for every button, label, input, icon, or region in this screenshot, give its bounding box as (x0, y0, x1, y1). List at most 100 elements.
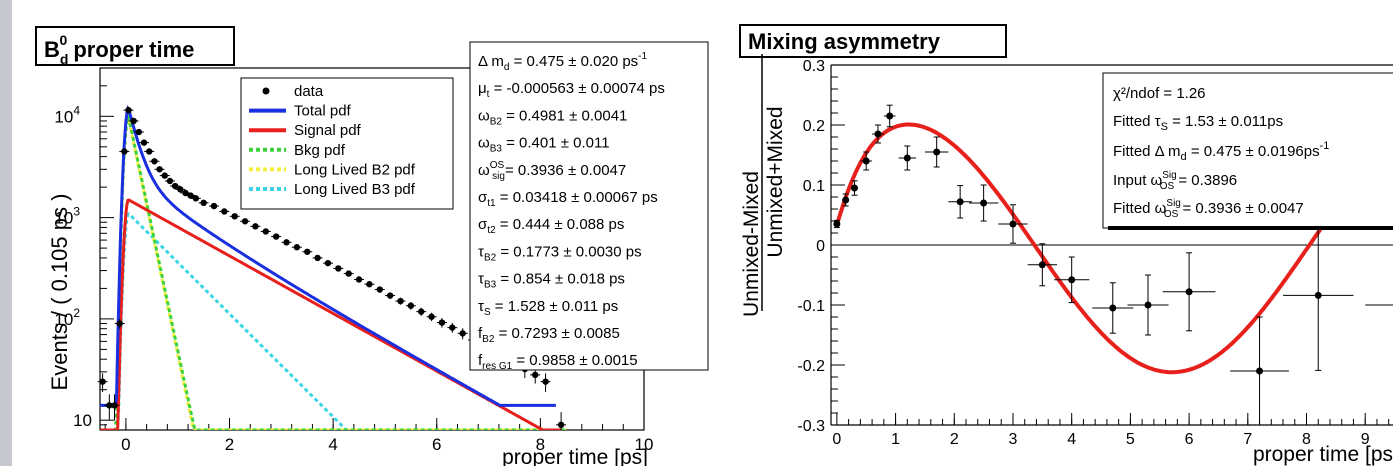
data-point (542, 378, 549, 385)
data-point (166, 177, 174, 185)
left-title-box (35, 26, 235, 66)
asym-data-point (1038, 261, 1046, 269)
x-tick-label: 0 (121, 435, 130, 454)
parameter-line: τB3 = 0.854 ± 0.018 ps (478, 271, 625, 291)
mixing-asymmetry-panel: Mixing asymmetry Unmixed-Mixed Unmixed+M… (739, 24, 1393, 466)
left-y-axis-label: Events / ( 0.105 ps ) (47, 194, 72, 391)
data-point (532, 371, 539, 379)
legend-label: Long Lived B2 pdf (294, 161, 416, 178)
x-tick-label: 6 (1185, 431, 1194, 448)
y-tick-label: 0.3 (803, 58, 825, 75)
data-point (231, 213, 238, 220)
right-y-label-numerator: Unmixed-Mixed (740, 171, 763, 317)
asym-data-point (1068, 276, 1076, 284)
x-tick-label: 4 (1067, 431, 1076, 448)
left-pdf-curves (100, 104, 567, 430)
data-point (335, 265, 342, 272)
data-point (210, 202, 218, 210)
asym-data-point (833, 220, 841, 228)
data-point (140, 139, 148, 146)
data-point (252, 223, 259, 230)
legend-label: Long Lived B3 pdf (294, 181, 416, 198)
legend-label: Signal pdf (294, 122, 362, 139)
asym-data-point (842, 196, 850, 204)
asym-data-point (1314, 291, 1322, 299)
data-point (293, 244, 301, 251)
asym-data-point (1185, 288, 1193, 296)
stats-chi2: χ²/ndof = 1.26 (1113, 85, 1206, 102)
asym-data-point (933, 148, 941, 156)
fit-stats-shadow (1108, 226, 1393, 230)
data-point (557, 421, 565, 429)
data-point (111, 402, 118, 409)
right-title: Mixing asymmetry (748, 29, 941, 54)
right-title-box (739, 24, 1007, 58)
right-axis-ticks: 0 1 2 3 4 5 6 7 8 9 -0.3 -0.2 -0.1 0 0.1 0.2 0.3 (797, 58, 1390, 448)
data-point (221, 208, 228, 215)
parameter-line: fres G1 = 0.9858 ± 0.0015 (478, 352, 638, 372)
x-tick-label: 2 (950, 431, 959, 448)
x-tick-label: 3 (1009, 431, 1018, 448)
data-point (449, 324, 456, 331)
y-tick-label: -0.2 (797, 358, 825, 375)
right-y-label-denominator: Unmixed+Mixed (764, 106, 787, 257)
total-pdf-curve (100, 104, 556, 407)
data-point (386, 292, 394, 299)
data-point (314, 254, 321, 262)
x-tick-label: 9 (1361, 431, 1370, 448)
x-tick-label: 1 (891, 431, 900, 448)
data-point (116, 320, 123, 327)
data-point (130, 117, 137, 125)
right-y-axis-label: Unmixed-Mixed Unmixed+Mixed (740, 54, 787, 317)
legend-marker (262, 87, 270, 95)
data-point (177, 186, 184, 193)
data-point (438, 319, 446, 326)
asym-data-point (1256, 367, 1264, 375)
left-legend: data Total pdf Signal pdf Bkg pdf Long Lived… (240, 77, 454, 210)
x-tick-label: 0 (832, 431, 841, 448)
data-point (283, 239, 290, 246)
parameter-line: τB2 = 0.1773 ± 0.0030 ps (478, 243, 642, 263)
asym-data-point (1109, 304, 1117, 312)
data-point (241, 218, 249, 225)
data-point (428, 313, 435, 320)
long-lived-b2-pdf-curve (100, 114, 567, 430)
parameter-line: ωB2 = 0.4981 ± 0.0041 (478, 107, 627, 127)
data-point (106, 402, 113, 409)
data-point (182, 189, 189, 197)
left-title: Bd0 proper time (44, 32, 194, 67)
data-point (418, 308, 425, 315)
x-tick-label: 8 (1302, 431, 1311, 448)
right-data-points (833, 104, 1393, 426)
data-point (161, 172, 168, 179)
asym-data-point (850, 184, 858, 192)
data-point (151, 158, 158, 165)
stats-delta-m: Fitted Δ md = 0.475 ± 0.0196ps-1 (1113, 140, 1329, 163)
asym-data-point (1144, 301, 1152, 309)
y-tick-label: 0.1 (803, 178, 825, 195)
data-point (200, 199, 207, 207)
x-tick-label: 2 (225, 435, 234, 454)
asym-data-point (886, 112, 894, 120)
parameter-line: fB2 = 0.7293 ± 0.0085 (478, 325, 620, 345)
data-point (376, 286, 383, 293)
long-lived-b3-pdf-curve (100, 212, 567, 430)
fit-stats-box: χ²/ndof = 1.26 Fitted τS = 1.53 ± 0.011p… (1102, 72, 1393, 230)
stats-fitted-omega: Fitted ωSig OS = 0.3936 ± 0.0047 (1113, 198, 1304, 220)
asym-data-point (956, 198, 964, 206)
data-point (171, 182, 179, 190)
x-tick-label: 4 (328, 435, 337, 454)
parameter-line: μt = -0.000563 ± 0.00074 ps (478, 80, 665, 100)
y-tick-label: -0.3 (797, 418, 825, 435)
y-tick-label: 0 (816, 238, 825, 255)
data-point (345, 270, 352, 277)
data-point (324, 259, 332, 267)
data-point (192, 195, 200, 202)
fit-stats-frame (1102, 72, 1393, 229)
parameter-line: ωOS sig= 0.3936 ± 0.0047 (478, 160, 626, 182)
x-tick-label: 8 (536, 435, 545, 454)
stats-input-omega: Input ωSig OS = 0.3896 (1113, 170, 1237, 192)
parameter-line: τS = 1.528 ± 0.011 ps (478, 298, 618, 318)
